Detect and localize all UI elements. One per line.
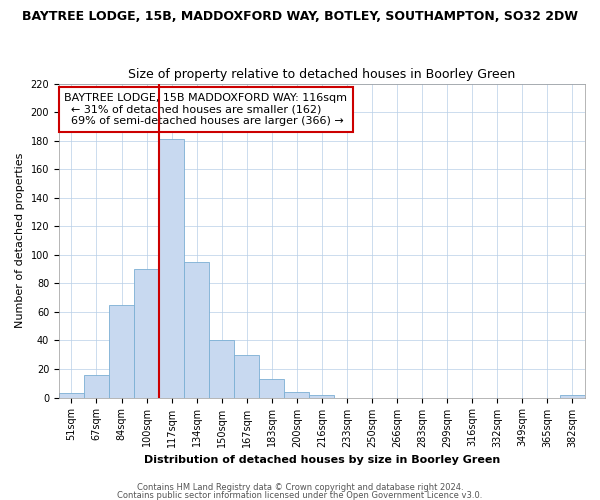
Bar — [109, 305, 134, 398]
Bar — [284, 392, 310, 398]
Bar — [134, 269, 159, 398]
Bar — [84, 374, 109, 398]
Bar — [310, 394, 334, 398]
Bar — [259, 379, 284, 398]
Bar — [159, 139, 184, 398]
X-axis label: Distribution of detached houses by size in Boorley Green: Distribution of detached houses by size … — [144, 455, 500, 465]
Text: BAYTREE LODGE, 15B MADDOXFORD WAY: 116sqm
  ← 31% of detached houses are smaller: BAYTREE LODGE, 15B MADDOXFORD WAY: 116sq… — [64, 93, 347, 126]
Y-axis label: Number of detached properties: Number of detached properties — [15, 153, 25, 328]
Text: Contains HM Land Registry data © Crown copyright and database right 2024.: Contains HM Land Registry data © Crown c… — [137, 484, 463, 492]
Bar — [209, 340, 234, 398]
Text: BAYTREE LODGE, 15B, MADDOXFORD WAY, BOTLEY, SOUTHAMPTON, SO32 2DW: BAYTREE LODGE, 15B, MADDOXFORD WAY, BOTL… — [22, 10, 578, 23]
Bar — [184, 262, 209, 398]
Bar — [59, 394, 84, 398]
Title: Size of property relative to detached houses in Boorley Green: Size of property relative to detached ho… — [128, 68, 515, 81]
Bar — [234, 354, 259, 398]
Text: Contains public sector information licensed under the Open Government Licence v3: Contains public sector information licen… — [118, 490, 482, 500]
Bar — [560, 394, 585, 398]
